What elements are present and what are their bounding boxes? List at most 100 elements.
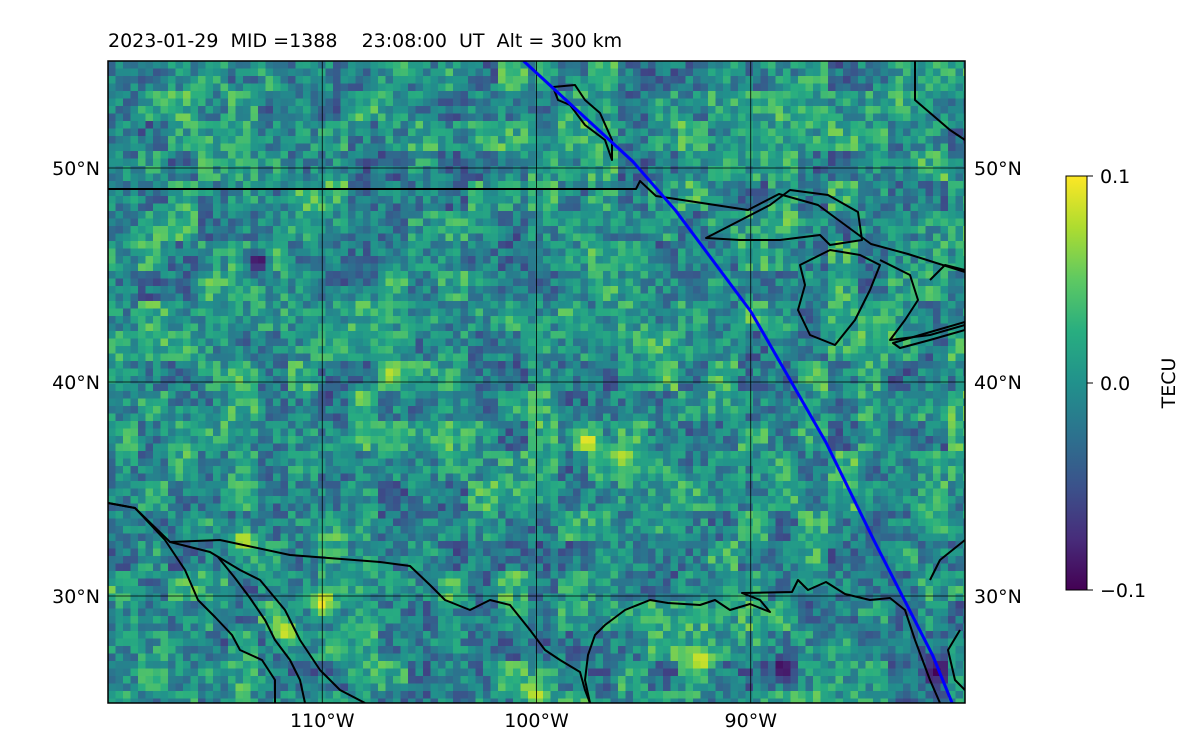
heatmap-cell: [850, 181, 859, 190]
heatmap-cell: [168, 286, 177, 295]
heatmap-cell: [213, 316, 222, 325]
heatmap-cell: [715, 271, 724, 280]
heatmap-cell: [693, 128, 702, 137]
heatmap-cell: [700, 361, 709, 370]
heatmap-cell: [903, 226, 912, 235]
heatmap-cell: [513, 361, 522, 370]
heatmap-cell: [325, 166, 334, 175]
heatmap-cell: [610, 158, 619, 167]
heatmap-cell: [595, 173, 604, 182]
heatmap-cell: [640, 218, 649, 227]
heatmap-cell: [700, 68, 709, 77]
heatmap-cell: [918, 368, 927, 377]
heatmap-cell: [820, 143, 829, 152]
heatmap-cell: [910, 271, 919, 280]
heatmap-cell: [423, 218, 432, 227]
heatmap-cell: [535, 106, 544, 115]
heatmap-cell: [400, 166, 409, 175]
heatmap-cell: [535, 136, 544, 145]
heatmap-cell: [775, 263, 784, 272]
heatmap-cell: [760, 271, 769, 280]
heatmap-cell: [745, 106, 754, 115]
heatmap-cell: [535, 226, 544, 235]
heatmap-cell: [438, 248, 447, 257]
heatmap-cell: [685, 316, 694, 325]
heatmap-cell: [820, 323, 829, 332]
heatmap-cell: [408, 106, 417, 115]
heatmap-cell: [595, 331, 604, 340]
heatmap-cell: [108, 293, 117, 302]
heatmap-cell: [175, 181, 184, 190]
heatmap-cell: [333, 196, 342, 205]
heatmap-cell: [145, 256, 154, 265]
heatmap-cell: [700, 323, 709, 332]
heatmap-cell: [393, 271, 402, 280]
heatmap-cell: [280, 136, 289, 145]
heatmap-cell: [535, 158, 544, 167]
heatmap-cell: [730, 143, 739, 152]
heatmap-cell: [850, 166, 859, 175]
heatmap-cell: [933, 316, 942, 325]
heatmap-cell: [220, 226, 229, 235]
heatmap-cell: [505, 248, 514, 257]
heatmap-cell: [205, 106, 214, 115]
heatmap-cell: [843, 226, 852, 235]
heatmap-cell: [498, 98, 507, 107]
heatmap-cell: [393, 68, 402, 77]
heatmap-cell: [415, 106, 424, 115]
heatmap-cell: [955, 83, 964, 92]
heatmap-cell: [648, 173, 657, 182]
heatmap-cell: [400, 143, 409, 152]
heatmap-cell: [355, 196, 364, 205]
heatmap-cell: [250, 233, 259, 242]
heatmap-cell: [438, 241, 447, 250]
heatmap-cell: [550, 181, 559, 190]
heatmap-cell: [738, 338, 747, 347]
heatmap-cell: [490, 68, 499, 77]
heatmap-cell: [348, 143, 357, 152]
heatmap-cell: [520, 166, 529, 175]
heatmap-cell: [513, 316, 522, 325]
heatmap-cell: [198, 158, 207, 167]
heatmap-cell: [933, 233, 942, 242]
heatmap-cell: [933, 278, 942, 287]
heatmap-cell: [745, 136, 754, 145]
heatmap-cell: [400, 338, 409, 347]
heatmap-cell: [723, 76, 732, 85]
heatmap-cell: [828, 76, 837, 85]
heatmap-cell: [340, 383, 349, 392]
heatmap-cell: [640, 91, 649, 100]
heatmap-cell: [265, 143, 274, 152]
heatmap-cell: [895, 226, 904, 235]
heatmap-cell: [385, 361, 394, 370]
heatmap-cell: [670, 98, 679, 107]
heatmap-cell: [220, 113, 229, 122]
heatmap-cell: [415, 83, 424, 92]
heatmap-cell: [108, 316, 117, 325]
heatmap-cell: [633, 128, 642, 137]
heatmap-cell: [475, 293, 484, 302]
heatmap-cell: [700, 151, 709, 160]
heatmap-cell: [813, 293, 822, 302]
heatmap-cell: [355, 286, 364, 295]
heatmap-cell: [798, 338, 807, 347]
heatmap-cell: [408, 188, 417, 197]
heatmap-cell: [123, 248, 132, 257]
heatmap-cell: [925, 233, 934, 242]
heatmap-cell: [460, 218, 469, 227]
heatmap-cell: [460, 271, 469, 280]
heatmap-cell: [333, 383, 342, 392]
heatmap-cell: [250, 263, 259, 272]
heatmap-cell: [955, 91, 964, 100]
heatmap-cell: [835, 368, 844, 377]
heatmap-cell: [393, 301, 402, 310]
heatmap-cell: [160, 106, 169, 115]
heatmap-cell: [700, 226, 709, 235]
heatmap-cell: [865, 211, 874, 220]
heatmap-cell: [775, 361, 784, 370]
heatmap-cell: [535, 113, 544, 122]
heatmap-cell: [423, 113, 432, 122]
heatmap-cell: [595, 98, 604, 107]
heatmap-cell: [910, 166, 919, 175]
heatmap-cell: [573, 331, 582, 340]
